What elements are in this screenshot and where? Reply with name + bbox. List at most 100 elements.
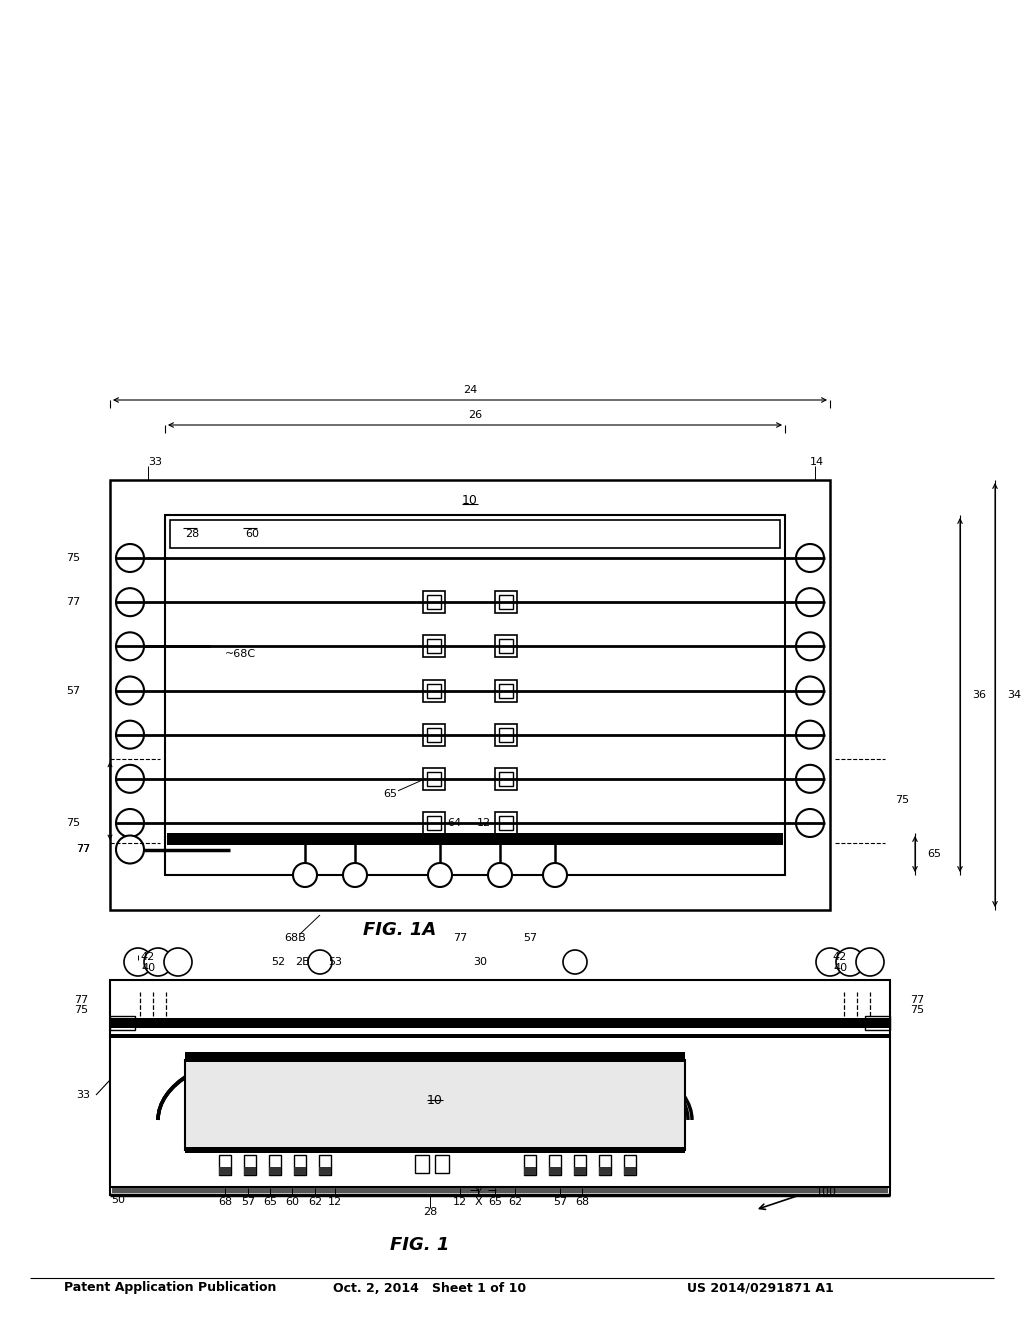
Circle shape <box>796 589 824 616</box>
Circle shape <box>796 809 824 837</box>
Bar <box>319 1167 331 1175</box>
Bar <box>495 635 517 657</box>
Text: 62: 62 <box>308 1197 323 1206</box>
Bar <box>599 1155 611 1175</box>
Bar <box>423 680 445 701</box>
Bar <box>499 727 513 742</box>
Text: 42: 42 <box>833 952 847 962</box>
Circle shape <box>796 544 824 572</box>
Bar <box>165 515 785 875</box>
Circle shape <box>308 950 332 974</box>
Bar <box>427 684 441 697</box>
Circle shape <box>488 863 512 887</box>
Text: 30: 30 <box>473 957 487 968</box>
Bar <box>423 723 445 746</box>
Text: 62: 62 <box>508 1197 522 1206</box>
Bar <box>624 1167 636 1175</box>
Text: 68B: 68B <box>284 933 306 942</box>
Bar <box>185 1060 685 1150</box>
Circle shape <box>796 676 824 705</box>
Circle shape <box>116 544 144 572</box>
Circle shape <box>116 676 144 705</box>
Text: 68: 68 <box>574 1197 589 1206</box>
Circle shape <box>543 863 567 887</box>
Bar <box>427 595 441 609</box>
Text: 60: 60 <box>245 529 259 539</box>
Bar <box>423 591 445 614</box>
Text: 77: 77 <box>76 845 90 854</box>
Bar <box>110 1034 890 1038</box>
Circle shape <box>144 948 172 975</box>
Bar <box>435 1155 449 1173</box>
Text: 10: 10 <box>462 494 478 507</box>
Bar <box>423 812 445 834</box>
Text: 57: 57 <box>66 685 80 696</box>
Bar <box>499 595 513 609</box>
Circle shape <box>343 863 367 887</box>
Circle shape <box>428 863 452 887</box>
Text: 24: 24 <box>463 385 477 395</box>
Text: 28: 28 <box>185 529 200 539</box>
Text: 75: 75 <box>66 553 80 564</box>
Bar <box>269 1155 281 1175</box>
Text: 75: 75 <box>66 818 80 828</box>
Text: FIG. 1A: FIG. 1A <box>364 921 436 939</box>
Text: ~68A: ~68A <box>340 834 371 843</box>
Text: 75: 75 <box>895 795 909 805</box>
Text: 10: 10 <box>427 1093 443 1106</box>
Bar <box>427 727 441 742</box>
Bar <box>294 1155 306 1175</box>
Text: 65: 65 <box>383 789 397 799</box>
Bar <box>415 1155 429 1173</box>
Circle shape <box>856 948 884 975</box>
Text: X: X <box>474 1197 482 1206</box>
Bar <box>170 520 780 548</box>
Text: 57: 57 <box>553 1197 567 1206</box>
Text: 36: 36 <box>972 690 986 700</box>
Bar <box>112 1187 888 1193</box>
Bar <box>495 768 517 789</box>
Circle shape <box>836 948 864 975</box>
Text: 2B: 2B <box>295 957 309 968</box>
Circle shape <box>293 863 317 887</box>
Bar <box>110 480 830 909</box>
Circle shape <box>124 948 152 975</box>
Bar <box>865 1016 890 1030</box>
Bar <box>294 1167 306 1175</box>
Text: 65: 65 <box>927 849 941 859</box>
Bar <box>499 684 513 697</box>
Bar <box>427 816 441 830</box>
Text: 52: 52 <box>271 957 285 968</box>
Bar <box>110 1016 135 1030</box>
Bar <box>319 1155 331 1175</box>
Bar <box>495 723 517 746</box>
Text: 42: 42 <box>141 952 155 962</box>
Text: 65: 65 <box>488 1197 502 1206</box>
Circle shape <box>116 632 144 660</box>
Circle shape <box>164 948 193 975</box>
Bar <box>524 1167 536 1175</box>
Bar <box>549 1167 561 1175</box>
Bar <box>219 1167 231 1175</box>
Text: 75: 75 <box>910 1005 924 1015</box>
Circle shape <box>116 589 144 616</box>
Bar <box>244 1167 256 1175</box>
Bar <box>499 639 513 653</box>
Bar <box>427 772 441 785</box>
Text: 33: 33 <box>76 1090 90 1100</box>
Text: 34: 34 <box>1007 690 1021 700</box>
Text: 77: 77 <box>66 597 80 607</box>
Circle shape <box>796 721 824 748</box>
Text: Y: Y <box>475 1188 481 1199</box>
Bar <box>219 1155 231 1175</box>
Text: 12: 12 <box>328 1197 342 1206</box>
Bar <box>499 816 513 830</box>
Bar <box>423 635 445 657</box>
Text: 40: 40 <box>141 964 155 973</box>
Text: 77: 77 <box>910 995 925 1005</box>
Bar <box>185 1052 685 1063</box>
Bar <box>499 772 513 785</box>
Text: Patent Application Publication: Patent Application Publication <box>63 1282 276 1295</box>
Text: 77: 77 <box>74 995 88 1005</box>
Bar <box>167 833 783 845</box>
